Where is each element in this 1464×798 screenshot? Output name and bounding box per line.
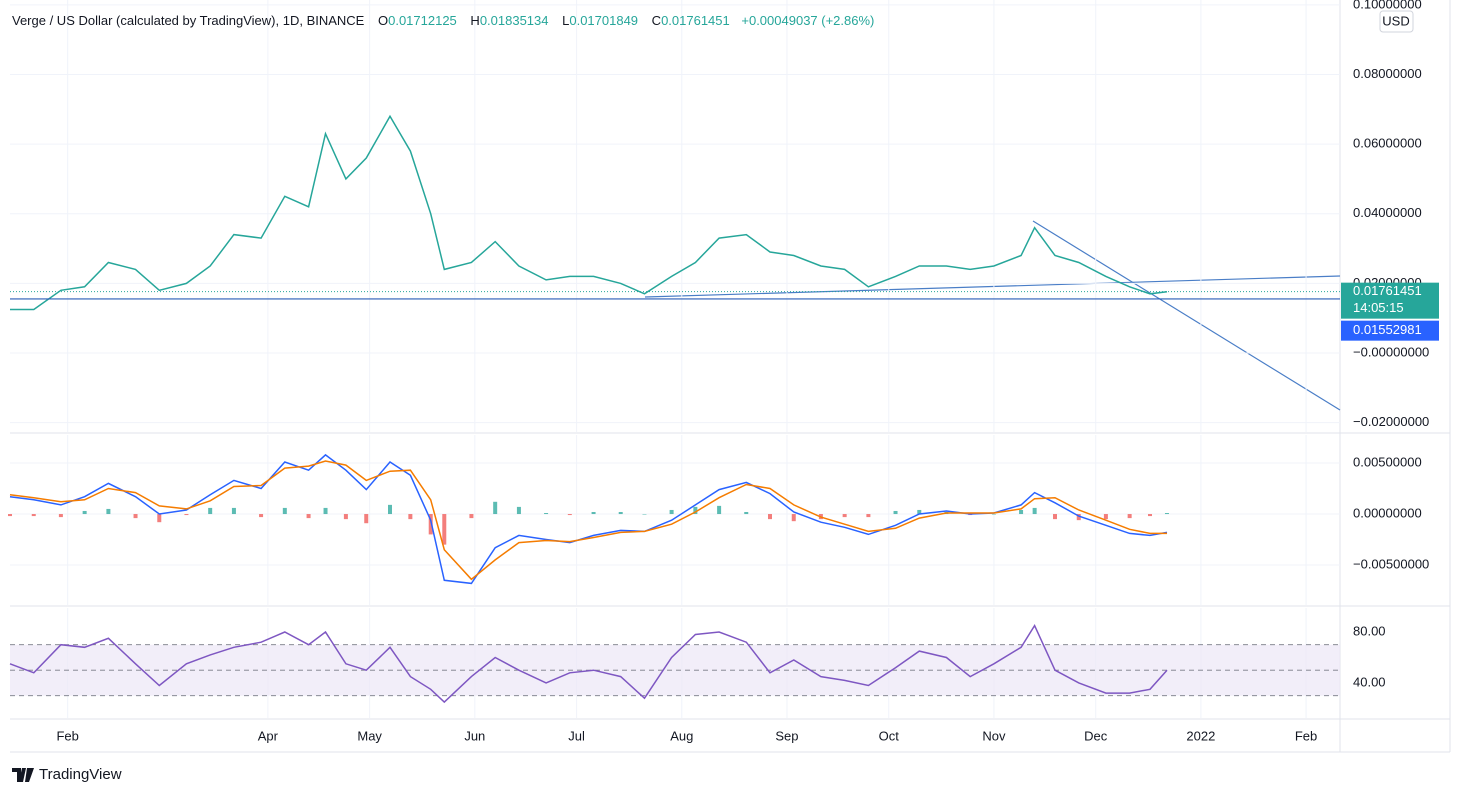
series-line [9, 460, 1167, 581]
histogram-bar [1164, 513, 1169, 515]
low-value: 0.01701849 [569, 13, 639, 28]
histogram-bar [1076, 514, 1081, 521]
histogram-bar [343, 514, 348, 520]
histogram-bar [866, 514, 871, 518]
close-value: 0.01761451 [661, 13, 730, 28]
y-tick-label: −0.02000000 [1353, 414, 1429, 429]
histogram-bar [259, 514, 264, 518]
symbol: Verge / US Dollar (calculated by Trading… [12, 13, 365, 28]
x-tick-label: Sep [775, 728, 798, 743]
high-key: H [470, 13, 480, 28]
countdown: 14:05:15 [1353, 300, 1404, 315]
histogram-bar [991, 514, 996, 515]
footer: TradingView [12, 766, 122, 783]
histogram-bar [893, 510, 898, 515]
histogram-bar [364, 514, 369, 524]
series-line [10, 114, 1168, 311]
last-price-box [1341, 282, 1439, 319]
last-price-label: 0.01761451 [1353, 283, 1422, 298]
histogram-bar [231, 507, 236, 515]
high-value: 0.01835134 [479, 13, 549, 28]
x-tick-label: May [357, 728, 382, 743]
y-tick-label: 40.00 [1353, 674, 1386, 689]
histogram-bar [469, 514, 474, 519]
histogram-bar [618, 511, 623, 515]
y-tick-label: 80.00 [1353, 623, 1386, 638]
trend-line [1032, 220, 1341, 411]
logo [12, 767, 34, 782]
low-key: L [562, 13, 570, 28]
y-tick-label: 0.06000000 [1353, 136, 1422, 151]
histogram-bar [591, 511, 596, 515]
y-tick-label: 0.10000000 [1353, 0, 1422, 11]
x-tick-label: Apr [258, 728, 279, 743]
histogram-bar [1019, 509, 1024, 515]
histogram-bar [442, 514, 447, 545]
histogram-bar [642, 514, 647, 515]
histogram-bar [282, 507, 287, 515]
x-tick-label: Nov [982, 728, 1006, 743]
close-key: C [651, 13, 662, 28]
y-tick-label: 0.08000000 [1353, 66, 1422, 81]
level-label: 0.01552981 [1353, 322, 1422, 337]
currency-box [1379, 10, 1414, 33]
y-tick-label: 0.00500000 [1353, 454, 1422, 469]
x-tick-label: Aug [670, 728, 693, 743]
histogram-bar [428, 514, 433, 535]
histogram-bar [31, 514, 36, 517]
histogram-bar [157, 514, 162, 523]
histogram-bar [306, 514, 311, 519]
y-tick-label: −0.00500000 [1353, 556, 1429, 571]
open-value: 0.01712125 [388, 13, 457, 28]
brand: TradingView [39, 766, 122, 783]
histogram-bar [323, 507, 328, 515]
histogram-bar [567, 514, 572, 516]
histogram-bar [717, 505, 722, 515]
histogram-bar [106, 508, 111, 515]
histogram-bar [208, 507, 213, 515]
trend-line [644, 275, 1341, 298]
histogram-bar [768, 514, 772, 520]
histogram-bar [1127, 514, 1132, 519]
histogram-bar [744, 511, 749, 515]
histogram-bar [184, 514, 189, 516]
histogram-bar [917, 509, 922, 515]
x-tick-label: Jun [464, 728, 485, 743]
y-tick-label: 0.04000000 [1353, 205, 1422, 220]
y-tick-label: −0.00000000 [1353, 344, 1429, 359]
histogram-bar [8, 514, 12, 517]
change: +0.00049037 (+2.86%) [741, 13, 875, 28]
y-tick-label: 0.00000000 [1353, 505, 1422, 520]
histogram-bar [1053, 514, 1057, 520]
histogram-bar [842, 514, 847, 518]
histogram-bar [693, 506, 698, 515]
histogram-bar [516, 506, 521, 515]
plot-layer: 0.10000000 0.08000000 0.06000000 0.04000000… [8, 0, 1439, 743]
histogram-bar [791, 514, 796, 522]
open-key: O [377, 13, 389, 28]
x-tick-label: Feb [56, 728, 78, 743]
currency: USD [1382, 13, 1409, 28]
histogram-bar [493, 501, 498, 515]
series-line [9, 624, 1168, 704]
x-tick-label: Oct [879, 728, 900, 743]
histogram-bar [58, 514, 63, 518]
histogram-bar [1032, 507, 1037, 515]
histogram-bar [408, 514, 413, 520]
histogram-bar [669, 509, 674, 515]
histogram-bar [544, 513, 549, 515]
x-tick-label: 2022 [1186, 728, 1215, 743]
x-tick-label: Feb [1295, 728, 1317, 743]
histogram-bar [388, 504, 392, 515]
x-tick-label: Jul [568, 728, 585, 743]
histogram-bar [1103, 514, 1108, 520]
level-box [1341, 320, 1439, 341]
histogram-bar [1148, 514, 1152, 517]
histogram-bar [82, 510, 87, 515]
legend: Verge / US Dollar (calculated by Trading… [12, 13, 874, 28]
histogram-bar [133, 514, 138, 519]
x-tick-label: Dec [1084, 728, 1108, 743]
